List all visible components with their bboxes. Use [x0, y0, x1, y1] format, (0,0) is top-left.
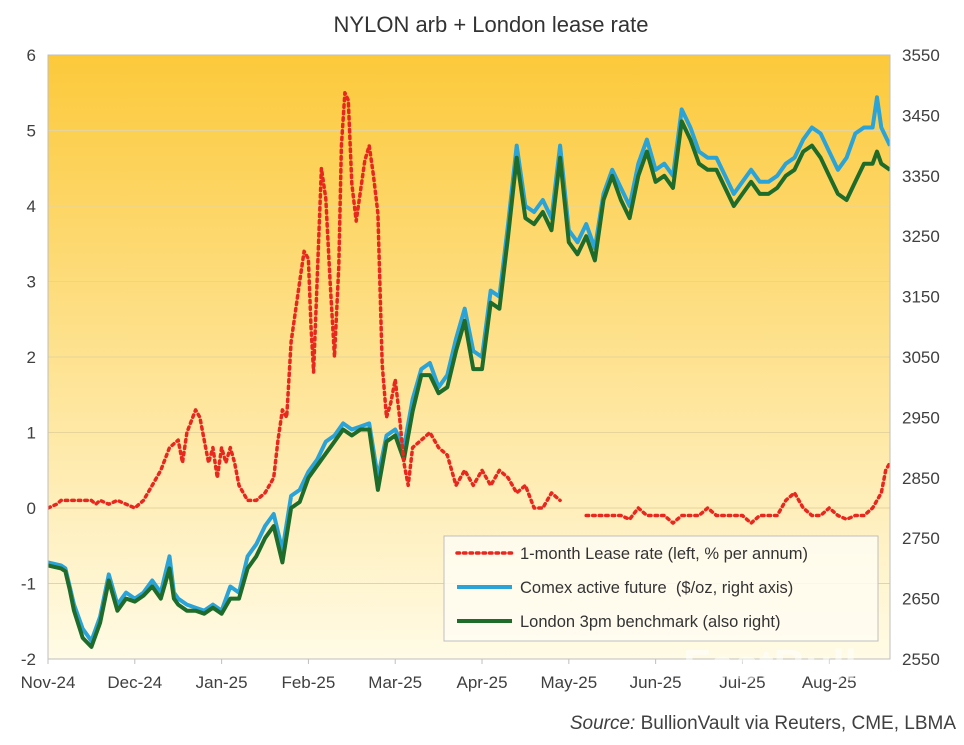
- chart-title: NYLON arb + London lease rate: [334, 12, 649, 37]
- x-tick-label: Mar-25: [368, 673, 422, 692]
- y-right-tick-label: 3250: [902, 227, 940, 246]
- legend-label-comex: Comex active future ($/oz, right axis): [520, 579, 793, 597]
- y-left-tick-label: 5: [27, 122, 36, 141]
- y-left-tick-label: 1: [27, 424, 36, 443]
- y-right-tick-label: 2950: [902, 408, 940, 427]
- source-label: Source:: [570, 713, 635, 734]
- x-tick-label: Apr-25: [457, 673, 508, 692]
- y-left-tick-label: -2: [21, 650, 36, 669]
- x-tick-label: Feb-25: [281, 673, 335, 692]
- y-left-axis: -2 -1 0 1 2 3 4 5 6: [21, 46, 36, 669]
- y-left-tick-label: 3: [27, 273, 36, 292]
- series-line-lease: [48, 91, 890, 525]
- series-line-comex: [48, 95, 890, 643]
- x-tick-label: Jul-25: [719, 673, 765, 692]
- y-left-tick-label: 6: [27, 46, 36, 65]
- series-line-london: [48, 119, 890, 649]
- legend-label-lease: 1-month Lease rate (left, % per annum): [520, 545, 808, 563]
- y-right-tick-label: 3350: [902, 167, 940, 186]
- x-tick-label: Nov-24: [21, 673, 76, 692]
- x-axis: Nov-24 Dec-24 Jan-25 Feb-25 Mar-25 Apr-25 May-…: [21, 659, 857, 692]
- plot-border: [47, 54, 891, 660]
- y-right-tick-label: 2750: [902, 529, 940, 548]
- y-right-tick-label: 2850: [902, 469, 940, 488]
- y-left-tick-label: -1: [21, 575, 36, 594]
- y-right-tick-label: 2650: [902, 590, 940, 609]
- x-tick-label: Aug-25: [802, 673, 857, 692]
- watermark: FastBull: [683, 641, 857, 690]
- y-right-axis: 2550 2650 2750 2850 2950 3050 3150 3250 3350 3450…: [902, 46, 940, 669]
- x-tick-label: Dec-24: [107, 673, 162, 692]
- x-tick-label: Jan-25: [196, 673, 248, 692]
- source-line: Source: BullionVault via Reuters, CME, L…: [570, 713, 956, 734]
- y-left-tick-label: 4: [27, 197, 36, 216]
- source-text: BullionVault via Reuters, CME, LBMA: [641, 713, 957, 734]
- y-left-tick-label: 2: [27, 348, 36, 367]
- series-layer: [48, 91, 890, 649]
- legend-label-london: London 3pm benchmark (also right): [520, 613, 780, 631]
- y-right-tick-label: 3150: [902, 288, 940, 307]
- y-left-tick-label: 0: [27, 499, 36, 518]
- legend-box: [443, 535, 879, 642]
- x-tick-label: Jun-25: [630, 673, 682, 692]
- x-tick-label: May-25: [540, 673, 597, 692]
- y-right-tick-label: 3450: [902, 106, 940, 125]
- legend: 1-month Lease rate (left, % per annum) C…: [443, 535, 879, 642]
- y-right-tick-label: 3050: [902, 348, 940, 367]
- y-right-tick-label: 2550: [902, 650, 940, 669]
- y-right-tick-label: 3550: [902, 46, 940, 65]
